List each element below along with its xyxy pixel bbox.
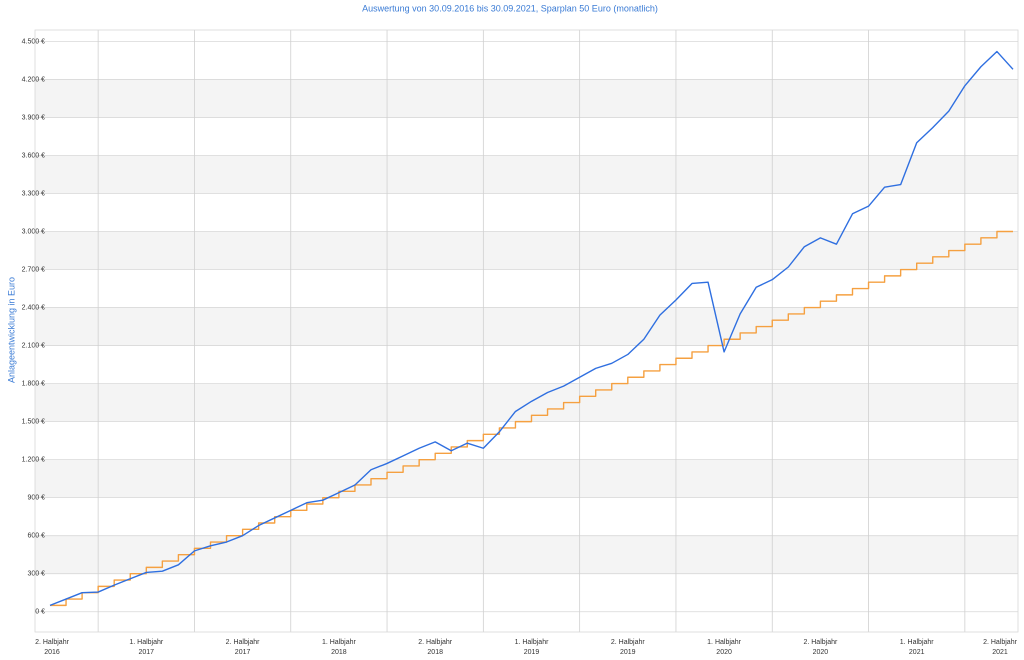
grid-band xyxy=(35,535,1018,574)
y-tick-label: 900 € xyxy=(27,495,45,502)
x-tick-label: 2021 xyxy=(909,649,925,656)
x-tick-label: 2. Halbjahr xyxy=(226,639,261,646)
y-tick-label: 3.900 € xyxy=(22,114,45,121)
y-tick-label: 300 € xyxy=(27,571,45,578)
y-tick-label: 3.600 € xyxy=(22,152,45,159)
x-tick-label: 2020 xyxy=(716,649,732,656)
chart-title: Auswertung von 30.09.2016 bis 30.09.2021… xyxy=(362,3,658,13)
x-tick-label: 2020 xyxy=(813,649,829,656)
grid-band xyxy=(35,383,1018,422)
x-tick-label: 2017 xyxy=(139,649,155,656)
x-tick-label: 2017 xyxy=(235,649,251,656)
y-tick-label: 2.700 € xyxy=(22,266,45,273)
x-tick-label: 2019 xyxy=(620,649,636,656)
x-tick-label: 2019 xyxy=(524,649,540,656)
y-tick-label: 4.200 € xyxy=(22,76,45,83)
y-tick-label: 1.800 € xyxy=(22,380,45,387)
x-tick-label: 2021 xyxy=(992,649,1008,656)
y-axis-label: Anlageentwicklung in Euro xyxy=(6,277,16,383)
x-tick-label: 2018 xyxy=(331,649,347,656)
y-tick-label: 3.000 € xyxy=(22,228,45,235)
y-tick-label: 2.400 € xyxy=(22,304,45,311)
x-tick-label: 1. Halbjahr xyxy=(515,639,550,646)
x-tick-label: 1. Halbjahr xyxy=(129,639,164,646)
grid-band xyxy=(35,231,1018,270)
x-tick-label: 1. Halbjahr xyxy=(322,639,357,646)
grid-band xyxy=(35,155,1018,194)
x-tick-label: 1. Halbjahr xyxy=(900,639,935,646)
series-line xyxy=(50,230,1013,607)
x-tick-label: 2. Halbjahr xyxy=(983,639,1018,646)
y-tick-label: 1.500 € xyxy=(22,418,45,425)
y-tick-label: 1.200 € xyxy=(22,456,45,463)
y-tick-label: 3.300 € xyxy=(22,190,45,197)
x-tick-label: 1. Halbjahr xyxy=(707,639,742,646)
y-tick-label: 2.100 € xyxy=(22,342,45,349)
y-tick-label: 0 € xyxy=(35,609,45,616)
grid-band xyxy=(35,307,1018,346)
y-tick-label: 4.500 € xyxy=(22,38,45,45)
plot-border xyxy=(34,29,1019,633)
x-tick-label: 2018 xyxy=(427,649,443,656)
y-tick-label: 600 € xyxy=(27,533,45,540)
x-tick-label: 2. Halbjahr xyxy=(418,639,453,646)
grid-band xyxy=(35,459,1018,498)
x-tick-label: 2. Halbjahr xyxy=(803,639,838,646)
grid-band xyxy=(35,79,1018,118)
series-line xyxy=(49,50,1014,607)
x-tick-label: 2. Halbjahr xyxy=(611,639,646,646)
x-tick-label: 2. Halbjahr xyxy=(35,639,70,646)
x-tick-label: 2016 xyxy=(44,649,60,656)
